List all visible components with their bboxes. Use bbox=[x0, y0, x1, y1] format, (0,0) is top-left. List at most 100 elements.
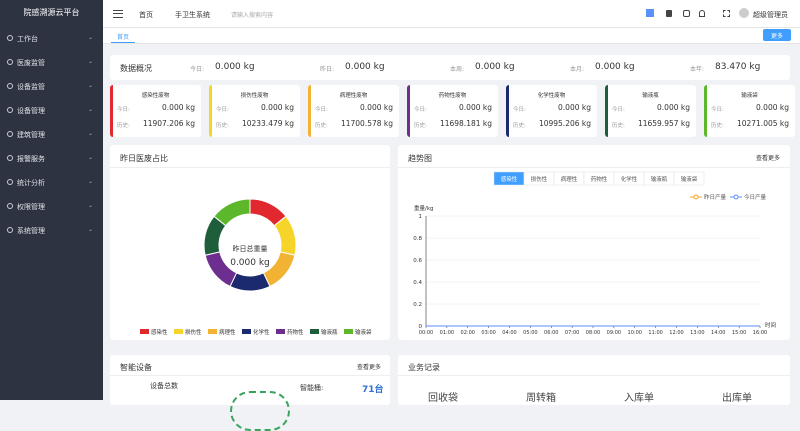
card-title: 病理性废物 bbox=[339, 93, 368, 99]
x-tick-label: 03:00 bbox=[481, 330, 495, 336]
menu-item[interactable]: 权限管理 bbox=[17, 203, 45, 211]
waste-card: 药物性废物 今日: 0.000 kg 历史: 11698.181 kg bbox=[407, 85, 498, 137]
view-more[interactable]: 查看更多 bbox=[357, 364, 382, 371]
icon[interactable] bbox=[646, 9, 654, 17]
menu-icon[interactable] bbox=[7, 155, 13, 161]
menu-item[interactable]: 设备监管 bbox=[17, 83, 45, 91]
menu-arrow[interactable]: ⌄ bbox=[88, 202, 94, 209]
card-label: 今日: bbox=[117, 107, 130, 113]
icon[interactable] bbox=[699, 10, 705, 17]
x-axis-label: 时间 bbox=[765, 321, 776, 329]
menu-arrow[interactable]: ⌄ bbox=[88, 106, 94, 113]
filter-label: 输液瓶 bbox=[651, 175, 668, 183]
card-value: 0.000 kg bbox=[360, 103, 393, 112]
menu-arrow[interactable]: ⌄ bbox=[88, 130, 94, 137]
record-item: 出库单 bbox=[722, 393, 752, 404]
pie-slice bbox=[213, 198, 251, 227]
device-total-label: 设备总数 bbox=[150, 382, 178, 390]
menu-icon[interactable] bbox=[7, 179, 13, 185]
legend-swatch bbox=[344, 329, 353, 334]
menu-toggle[interactable] bbox=[113, 10, 123, 18]
panel-title: 趋势图 bbox=[408, 154, 432, 163]
card-value: 0.000 kg bbox=[162, 103, 195, 112]
menu-item[interactable]: 系统管理 bbox=[17, 227, 45, 235]
card-value: 11698.181 kg bbox=[439, 119, 492, 128]
menu-arrow[interactable]: ⌄ bbox=[88, 58, 94, 65]
card-label: 今日: bbox=[513, 107, 526, 113]
x-tick-label: 15:00 bbox=[732, 330, 746, 336]
breadcrumb-item[interactable]: 手卫生系统 bbox=[175, 11, 210, 19]
overview-label: 昨日: bbox=[320, 66, 335, 73]
view-more[interactable]: 查看更多 bbox=[756, 155, 781, 162]
card-value: 0.000 kg bbox=[261, 103, 294, 112]
card-label: 今日: bbox=[414, 107, 427, 113]
menu-item[interactable]: 报警服务 bbox=[17, 155, 45, 163]
more-button[interactable]: 更多 bbox=[763, 29, 792, 41]
menu-item[interactable]: 设备管理 bbox=[17, 107, 45, 115]
card-label: 历史: bbox=[117, 123, 130, 129]
menu-arrow[interactable]: ⌄ bbox=[88, 178, 94, 185]
overview-label: 本月: bbox=[570, 66, 585, 73]
card-value: 10271.005 kg bbox=[736, 119, 789, 128]
card-label: 今日: bbox=[315, 107, 328, 113]
device-panel: 智能设备 查看更多 设备总数 智能桶: 71台 bbox=[110, 355, 390, 431]
card-title: 感染性废物 bbox=[141, 93, 170, 99]
divider bbox=[398, 167, 790, 168]
legend-swatch bbox=[310, 329, 319, 334]
overview: 数据概况 今日: 0.000 kg 昨日: 0.000 kg 本周: 0.000 kg 本月… bbox=[110, 55, 790, 80]
card-title: 药物性废物 bbox=[438, 93, 467, 99]
menu-icon[interactable] bbox=[7, 59, 13, 65]
menu-arrow[interactable]: ⌄ bbox=[88, 226, 94, 233]
y-tick-label: 0.8 bbox=[413, 236, 422, 242]
legend-swatch bbox=[208, 329, 217, 334]
card-value: 11700.578 kg bbox=[340, 119, 393, 128]
menu-arrow[interactable]: ⌄ bbox=[88, 82, 94, 89]
overview-label: 本周: bbox=[450, 66, 465, 73]
menu-item[interactable]: 建筑管理 bbox=[17, 131, 45, 139]
legend-label: 昨日产量 bbox=[704, 193, 727, 201]
user-name[interactable]: 超级管理员 bbox=[753, 11, 788, 19]
card-label: 历史: bbox=[711, 123, 724, 129]
filter-tab[interactable] bbox=[673, 171, 705, 186]
menu-item[interactable]: 医废监管 bbox=[17, 59, 45, 67]
menu-icon[interactable] bbox=[7, 203, 13, 209]
icon[interactable] bbox=[666, 10, 672, 17]
menu-item[interactable]: 工作台 bbox=[17, 35, 38, 43]
menu-icon[interactable] bbox=[7, 107, 13, 113]
tab[interactable]: 首页 bbox=[111, 28, 136, 43]
waste-card: 感染性废物 今日: 0.000 kg 历史: 11907.206 kg bbox=[110, 85, 201, 137]
x-tick-label: 13:00 bbox=[690, 330, 704, 336]
overview-label: 今日: bbox=[190, 66, 205, 73]
panel-title: 智能设备 bbox=[120, 363, 152, 372]
legend-label: 病理性 bbox=[219, 328, 236, 336]
overview-label: 本年: bbox=[690, 66, 705, 73]
y-tick-label: 1 bbox=[419, 214, 423, 220]
menu-icon[interactable] bbox=[7, 83, 13, 89]
legend-swatch bbox=[174, 329, 183, 334]
waste-card: 输液瓶 今日: 0.000 kg 历史: 11659.957 kg bbox=[605, 85, 696, 137]
search-input[interactable]: 请输入搜索内容 bbox=[231, 12, 274, 19]
menu-icon[interactable] bbox=[7, 35, 13, 41]
y-tick-label: 0.2 bbox=[413, 302, 422, 308]
legend-label: 输液袋 bbox=[355, 328, 372, 336]
legend-label: 药物性 bbox=[287, 328, 304, 336]
legend-label: 输液瓶 bbox=[321, 328, 338, 336]
menu-arrow[interactable]: ⌄ bbox=[88, 34, 94, 41]
menu-arrow[interactable]: ⌄ bbox=[88, 154, 94, 161]
app-title: 院感溯源云平台 bbox=[23, 8, 80, 17]
avatar[interactable] bbox=[739, 8, 749, 18]
menu-item[interactable]: 统计分析 bbox=[17, 179, 45, 187]
x-tick-label: 05:00 bbox=[523, 330, 537, 336]
icon[interactable] bbox=[683, 10, 690, 17]
overview-value: 0.000 kg bbox=[215, 62, 255, 72]
legend-label: 化学性 bbox=[253, 328, 270, 336]
icon[interactable] bbox=[723, 10, 730, 17]
menu-icon[interactable] bbox=[7, 131, 13, 137]
card-value: 0.000 kg bbox=[459, 103, 492, 112]
card-value: 10995.206 kg bbox=[538, 119, 591, 128]
legend-marker bbox=[693, 194, 699, 200]
menu-icon[interactable] bbox=[7, 227, 13, 233]
breadcrumb-home[interactable]: 首页 bbox=[139, 11, 153, 19]
